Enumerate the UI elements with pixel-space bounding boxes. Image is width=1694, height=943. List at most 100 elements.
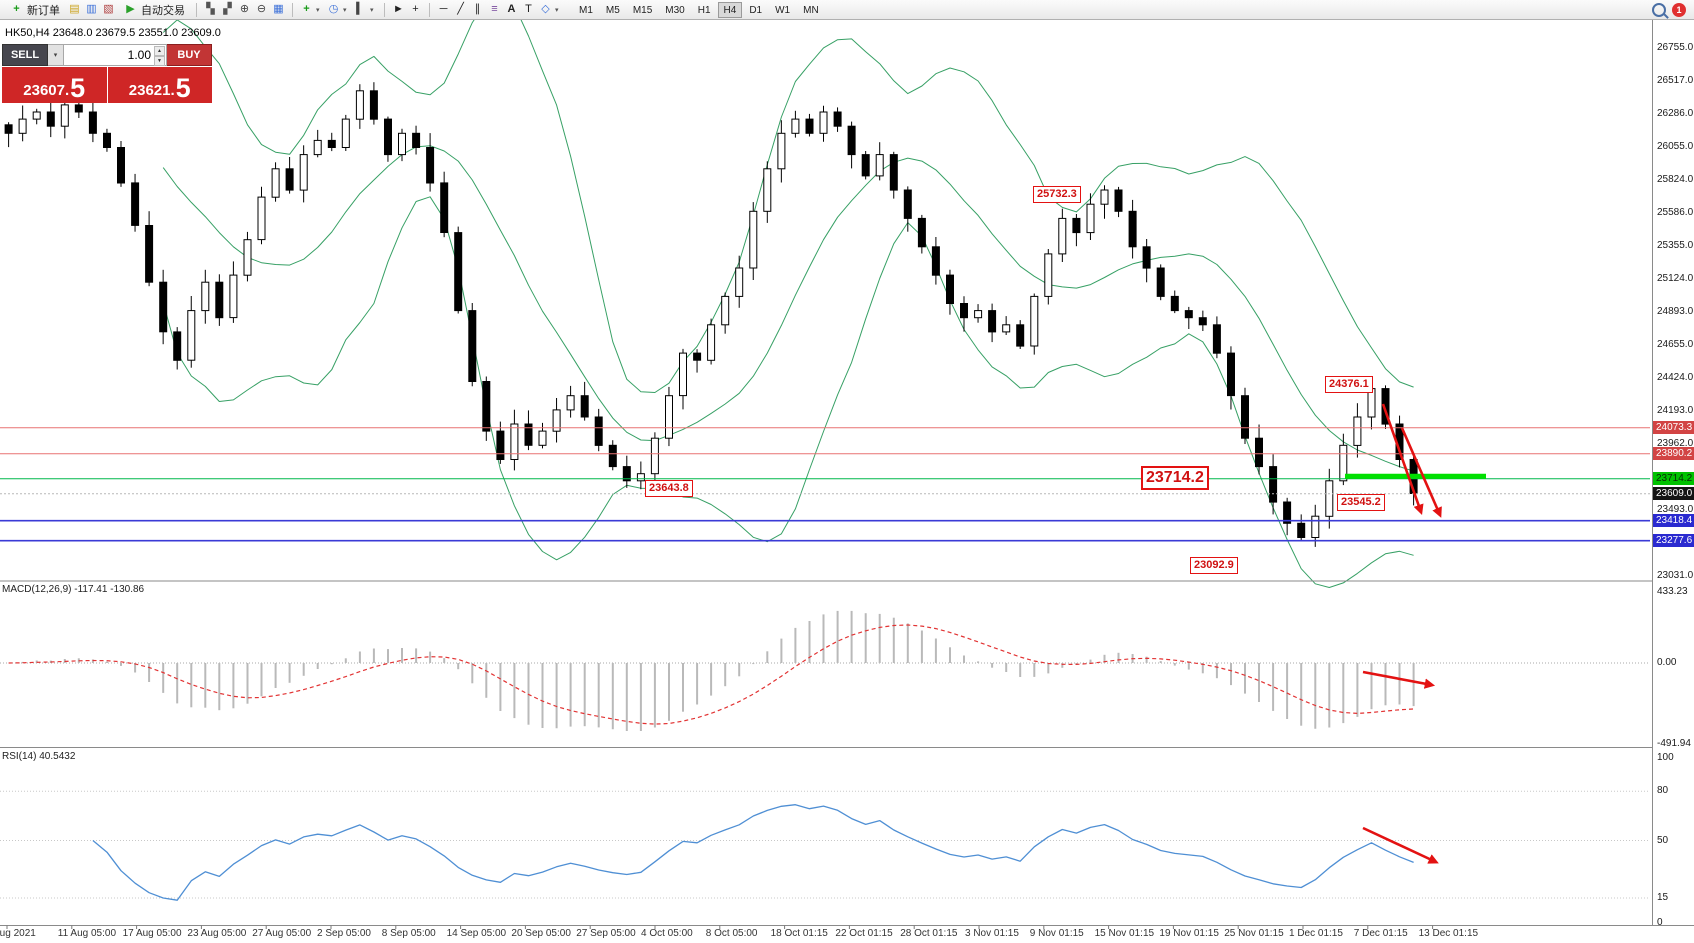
price-callout[interactable]: 24376.1: [1325, 376, 1373, 393]
price-axis-badge: 23609.0: [1653, 487, 1694, 501]
price-axis-badge: 24073.3: [1653, 421, 1694, 435]
timeframe-w1-button[interactable]: W1: [769, 2, 796, 18]
timeframe-d1-button[interactable]: D1: [743, 2, 768, 18]
shapes-caret-icon[interactable]: ▾: [555, 6, 559, 14]
text-icon[interactable]: A: [507, 3, 516, 15]
timeframe-m30-button[interactable]: M30: [659, 2, 690, 18]
time-axis-label: 18 Oct 01:15: [770, 928, 828, 939]
time-axis-label: 2 Sep 05:00: [317, 928, 371, 939]
buy-price-button[interactable]: 23621. 5: [107, 67, 212, 103]
price-callout[interactable]: 25732.3: [1033, 186, 1081, 203]
crosshair-icon[interactable]: +: [412, 3, 419, 15]
volume-dropdown-icon[interactable]: ▾: [48, 44, 64, 66]
sell-price-big-digit: 5: [70, 73, 86, 103]
horizontal-line-icon[interactable]: ─: [439, 3, 448, 15]
buy-price-big-digit: 5: [175, 73, 191, 103]
rsi-axis-label: 0: [1657, 916, 1663, 928]
price-callout[interactable]: 23092.9: [1190, 557, 1238, 574]
sell-button[interactable]: SELL: [2, 44, 48, 66]
label-icon[interactable]: T: [525, 3, 532, 15]
search-icon[interactable]: [1652, 2, 1666, 17]
timeframe-m15-button[interactable]: M15: [627, 2, 658, 18]
time-axis-label: 22 Oct 01:15: [835, 928, 893, 939]
buy-button[interactable]: BUY: [167, 44, 212, 66]
rsi-axis-label: 100: [1657, 752, 1674, 764]
shapes-icon[interactable]: ◇: [541, 3, 550, 15]
timeframe-m5-button[interactable]: M5: [600, 2, 626, 18]
timeframe-h4-button[interactable]: H4: [717, 1, 743, 18]
time-axis-label: 27 Aug 05:00: [252, 928, 312, 939]
timeframe-mn-button[interactable]: MN: [797, 2, 825, 18]
volume-input[interactable]: [64, 45, 166, 65]
chart-type-icon[interactable]: ▍: [356, 3, 365, 15]
time-axis-label: 25 Nov 01:15: [1224, 928, 1284, 939]
rsi-label: RSI(14) 40.5432: [2, 751, 76, 762]
rsi-axis-label: 50: [1657, 834, 1669, 846]
chart-shift-icon[interactable]: ▞: [223, 3, 232, 15]
one-click-trading-panel: SELL ▾ ▲ ▼ BUY 23607. 5 23621. 5: [2, 44, 212, 103]
market-watch-icon[interactable]: ▥: [86, 3, 97, 15]
chart-ohlc-header: HK50,H4 23648.0 23679.5 23551.0 23609.0: [5, 27, 221, 39]
price-axis-badge: 23418.4: [1653, 514, 1694, 528]
volume-up-icon[interactable]: ▲: [154, 46, 165, 56]
volume-field-wrap: ▲ ▼: [64, 44, 167, 66]
time-axis-label: 14 Sep 05:00: [446, 928, 507, 939]
channel-icon[interactable]: ∥: [474, 3, 481, 15]
price-callout[interactable]: 23714.2: [1141, 466, 1209, 490]
time-axis-label: Aug 2021: [0, 928, 36, 939]
zoom-in-icon[interactable]: ⊕: [239, 3, 250, 15]
time-axis-label: 19 Nov 01:15: [1159, 928, 1219, 939]
new-order-icon: +: [13, 3, 20, 15]
news-icon[interactable]: ▤: [69, 3, 80, 15]
scroll-to-end-icon[interactable]: ▚: [206, 3, 215, 15]
add-object-icon[interactable]: +: [303, 3, 310, 15]
time-axis-label: 17 Aug 05:00: [122, 928, 182, 939]
price-axis-label: 24655.0: [1657, 339, 1694, 351]
period-icon[interactable]: ◷: [328, 3, 339, 15]
tile-windows-icon[interactable]: ▦: [273, 3, 284, 15]
auto-trading-button[interactable]: ▶ 自动交易: [118, 1, 190, 18]
price-axis-label: 24893.0: [1657, 305, 1694, 317]
zoom-out-icon[interactable]: ⊖: [256, 3, 267, 15]
chart-type-caret-icon[interactable]: ▾: [370, 6, 374, 14]
toolbar-separator: [429, 2, 430, 17]
time-axis[interactable]: Aug 2021 11 Aug 05:00 17 Aug 05:00 23 Aug 0…: [0, 926, 1652, 943]
toolbar: + 新订单 ▤ ▥ ▧ ▶ 自动交易 ▚ ▞ ⊕ ⊖ ▦ + ▾ ◷ ▾ ▍ ▾…: [0, 0, 1694, 20]
timeframe-group: M1 M5 M15 M30 H1 H4 D1 W1 MN: [573, 1, 825, 18]
notification-badge[interactable]: 1: [1672, 2, 1686, 17]
time-axis-label: 1 Dec 01:15: [1289, 928, 1343, 939]
buy-price: 23621.: [128, 82, 175, 99]
timeframe-m1-button[interactable]: M1: [573, 2, 599, 18]
toolbar-separator: [292, 2, 293, 17]
time-axis-label: 27 Sep 05:00: [576, 928, 636, 939]
volume-down-icon[interactable]: ▼: [154, 56, 165, 66]
toolbar-right: 1: [1652, 2, 1690, 17]
macd-axis-label: -491.94: [1657, 737, 1691, 749]
add-object-caret-icon[interactable]: ▾: [316, 6, 320, 14]
toolbar-separator: [196, 2, 197, 17]
price-axis-badge: 23714.2: [1653, 472, 1694, 486]
toolbar-separator: [384, 2, 385, 17]
time-axis-label: 9 Nov 01:15: [1029, 928, 1084, 939]
time-axis-label: 23 Aug 05:00: [187, 928, 247, 939]
price-axis-label: 26755.0: [1657, 41, 1694, 53]
timeframe-h1-button[interactable]: H1: [692, 2, 717, 18]
price-axis[interactable]: 26755.0 26517.0 26286.0 26055.0 25824.0 25586…: [1653, 20, 1694, 928]
time-axis-label: 11 Aug 05:00: [57, 928, 116, 939]
price-callout[interactable]: 23545.2: [1337, 494, 1385, 511]
cursor-icon[interactable]: ►: [393, 3, 404, 15]
trendline-icon[interactable]: ╱: [457, 3, 464, 15]
sell-price-button[interactable]: 23607. 5: [2, 67, 107, 103]
fibonacci-icon[interactable]: ≡: [491, 3, 498, 15]
period-caret-icon[interactable]: ▾: [343, 6, 347, 14]
price-axis-badge: 23890.2: [1653, 447, 1694, 461]
new-order-button[interactable]: + 新订单: [4, 1, 65, 18]
time-axis-label: 15 Nov 01:15: [1094, 928, 1155, 939]
macd-axis-label: 0.00: [1657, 657, 1677, 668]
price-axis-label: 26286.0: [1657, 108, 1694, 119]
navigator-icon[interactable]: ▧: [103, 3, 114, 15]
new-order-label: 新订单: [27, 4, 60, 17]
price-callout[interactable]: 23643.8: [645, 480, 693, 497]
